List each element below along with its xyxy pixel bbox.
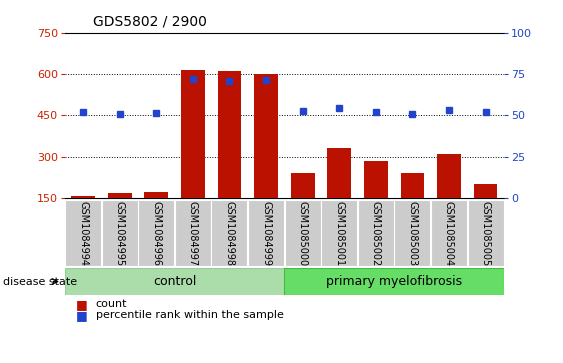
Bar bbox=[181, 70, 205, 198]
Bar bbox=[400, 173, 425, 198]
Bar bbox=[254, 74, 278, 198]
Text: GSM1084994: GSM1084994 bbox=[78, 201, 88, 266]
FancyBboxPatch shape bbox=[321, 200, 357, 266]
FancyBboxPatch shape bbox=[65, 268, 284, 295]
FancyBboxPatch shape bbox=[212, 200, 247, 266]
Text: GSM1084998: GSM1084998 bbox=[225, 201, 234, 266]
Bar bbox=[71, 196, 95, 198]
Text: GSM1085001: GSM1085001 bbox=[334, 201, 344, 266]
Text: count: count bbox=[96, 299, 127, 309]
FancyBboxPatch shape bbox=[284, 268, 504, 295]
Text: ■: ■ bbox=[76, 298, 88, 311]
FancyBboxPatch shape bbox=[431, 200, 467, 266]
FancyBboxPatch shape bbox=[248, 200, 284, 266]
Bar bbox=[291, 173, 315, 198]
Text: GSM1085002: GSM1085002 bbox=[371, 201, 381, 266]
Text: GSM1085005: GSM1085005 bbox=[481, 201, 490, 266]
FancyBboxPatch shape bbox=[175, 200, 211, 266]
FancyBboxPatch shape bbox=[358, 200, 394, 266]
Text: GSM1084995: GSM1084995 bbox=[115, 201, 124, 266]
Bar bbox=[327, 148, 351, 198]
Text: disease state: disease state bbox=[3, 277, 77, 286]
Text: GSM1084997: GSM1084997 bbox=[188, 201, 198, 266]
Text: GSM1085003: GSM1085003 bbox=[408, 201, 417, 266]
Text: GSM1084996: GSM1084996 bbox=[151, 201, 161, 266]
FancyBboxPatch shape bbox=[468, 200, 503, 266]
Text: GSM1085000: GSM1085000 bbox=[298, 201, 307, 266]
FancyBboxPatch shape bbox=[102, 200, 137, 266]
Bar bbox=[473, 184, 498, 198]
FancyBboxPatch shape bbox=[138, 200, 174, 266]
Text: GSM1084999: GSM1084999 bbox=[261, 201, 271, 266]
Text: GSM1085004: GSM1085004 bbox=[444, 201, 454, 266]
Bar bbox=[217, 71, 242, 198]
FancyBboxPatch shape bbox=[395, 200, 430, 266]
Bar bbox=[108, 193, 132, 198]
Text: primary myelofibrosis: primary myelofibrosis bbox=[326, 275, 462, 288]
FancyBboxPatch shape bbox=[65, 200, 101, 266]
FancyBboxPatch shape bbox=[285, 200, 320, 266]
Text: percentile rank within the sample: percentile rank within the sample bbox=[96, 310, 284, 320]
Bar bbox=[364, 161, 388, 198]
Text: GDS5802 / 2900: GDS5802 / 2900 bbox=[93, 15, 207, 29]
Text: control: control bbox=[153, 275, 196, 288]
Text: ■: ■ bbox=[76, 309, 88, 322]
Bar bbox=[437, 154, 461, 198]
Bar bbox=[144, 192, 168, 198]
